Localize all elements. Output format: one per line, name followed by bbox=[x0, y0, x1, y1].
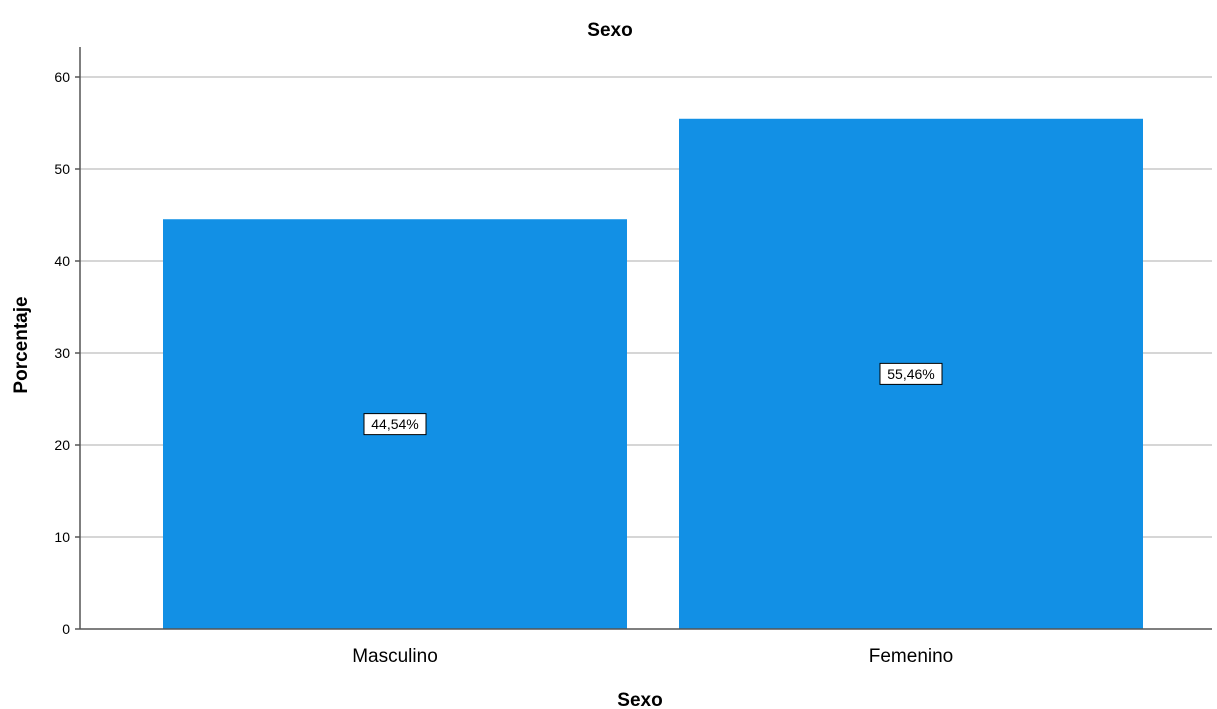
x-tick-label: Masculino bbox=[352, 646, 438, 667]
data-label-box bbox=[879, 362, 943, 385]
y-tick-label: 0 bbox=[62, 621, 70, 637]
y-tick-labels: 0 10 20 30 40 50 60 bbox=[54, 69, 70, 637]
axes bbox=[75, 47, 1212, 630]
data-label: 55,46% bbox=[887, 366, 934, 382]
bars bbox=[163, 118, 1143, 629]
y-tick-label: 30 bbox=[54, 345, 70, 361]
x-tick-labels: Masculino Femenino bbox=[352, 646, 953, 667]
data-label: 44,54% bbox=[371, 416, 418, 432]
data-label-box bbox=[363, 413, 427, 436]
x-tick-label: Femenino bbox=[869, 646, 954, 667]
chart-title: Sexo bbox=[587, 20, 632, 41]
x-axis-title: Sexo bbox=[617, 690, 662, 709]
data-labels: 44,54% 55,46% bbox=[363, 362, 943, 436]
y-tick-label: 20 bbox=[54, 437, 70, 453]
y-tick-label: 60 bbox=[54, 69, 70, 85]
y-tick-label: 50 bbox=[54, 161, 70, 177]
y-axis-title: Porcentaje bbox=[11, 296, 32, 393]
y-tick-label: 10 bbox=[54, 529, 70, 545]
y-tick-label: 40 bbox=[54, 253, 70, 269]
